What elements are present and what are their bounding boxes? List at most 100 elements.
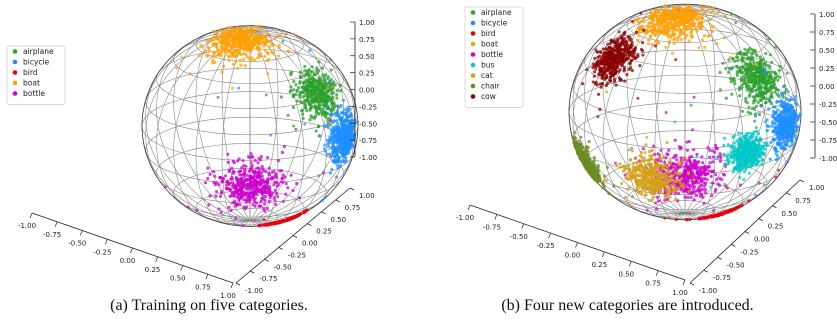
point-airplane xyxy=(295,99,299,103)
point-bottle xyxy=(267,199,271,203)
point-bird xyxy=(305,208,309,212)
point-airplane xyxy=(314,107,318,111)
point-airplane xyxy=(773,71,777,75)
point-bicycle xyxy=(786,90,790,94)
point-boat xyxy=(203,49,207,53)
point-bird xyxy=(686,218,690,222)
point-bottle xyxy=(663,198,667,202)
point-bicycle xyxy=(768,100,772,103)
point-bottle xyxy=(243,169,247,173)
point-bottle xyxy=(234,176,238,180)
point-airplane xyxy=(743,47,747,51)
point-airplane xyxy=(329,123,333,127)
point-bottle xyxy=(696,175,701,179)
point-bottle xyxy=(248,195,252,199)
point-bottle xyxy=(689,163,693,167)
point-airplane xyxy=(307,100,311,104)
point-bicycle xyxy=(762,72,766,76)
point-boat xyxy=(633,18,637,22)
point-bottle xyxy=(238,203,242,207)
point-bicycle xyxy=(782,85,786,89)
point-bicycle xyxy=(336,125,341,129)
point-boat xyxy=(667,41,671,45)
point-airplane xyxy=(324,73,328,77)
point-airplane xyxy=(305,71,309,76)
point-cat xyxy=(641,171,645,175)
point-boat xyxy=(255,35,259,39)
point-bus xyxy=(736,131,741,135)
point-bottle xyxy=(213,174,217,178)
point-bottle xyxy=(675,158,679,162)
point-cat xyxy=(644,143,648,147)
longitude-line xyxy=(249,31,355,221)
point-airplane xyxy=(754,88,759,92)
point-bottle xyxy=(218,194,223,199)
point-bottle xyxy=(259,187,264,191)
point-airplane xyxy=(726,70,731,74)
point-boat xyxy=(226,26,230,30)
point-bicycle xyxy=(780,101,784,105)
point-bottle xyxy=(679,159,683,163)
point-boat xyxy=(642,17,646,21)
point-boat xyxy=(663,24,667,29)
point-bottle xyxy=(704,182,708,186)
point-bottle xyxy=(653,152,657,156)
point-boat xyxy=(672,41,677,45)
point-boat xyxy=(249,27,253,31)
point-boat xyxy=(703,45,707,49)
point-airplane xyxy=(308,118,312,122)
point-airplane xyxy=(753,48,757,52)
point-bottle xyxy=(265,181,269,185)
point-boat xyxy=(682,8,686,12)
point-bicycle xyxy=(330,167,334,171)
point-boat xyxy=(214,54,218,58)
point-airplane xyxy=(312,91,316,96)
point-boat xyxy=(642,20,646,24)
point-bus xyxy=(753,151,757,155)
point-airplane xyxy=(292,124,296,128)
point-cat xyxy=(657,172,661,176)
point-boat xyxy=(234,45,239,49)
point-cat xyxy=(646,186,650,190)
point-bottle xyxy=(706,146,710,150)
point-bird xyxy=(777,168,781,172)
point-airplane xyxy=(264,93,268,97)
point-cat xyxy=(664,162,668,166)
point-cat xyxy=(661,155,666,159)
point-bottle xyxy=(677,191,681,195)
point-airplane xyxy=(763,63,767,67)
point-airplane xyxy=(216,95,220,99)
point-boat xyxy=(242,32,246,36)
point-bus xyxy=(752,158,757,162)
z-axis-tick-label: 0.50 xyxy=(359,53,375,61)
point-cat xyxy=(666,178,671,182)
point-bottle xyxy=(225,180,229,184)
point-bottle xyxy=(685,175,690,179)
point-bottle xyxy=(703,184,707,188)
point-bicycle xyxy=(340,152,344,156)
point-bottle xyxy=(251,196,255,200)
point-bottle xyxy=(215,190,219,194)
point-bottle xyxy=(253,200,257,204)
point-airplane xyxy=(735,65,739,69)
point-cat xyxy=(661,173,666,177)
point-cat xyxy=(631,175,635,179)
point-bottle xyxy=(664,111,668,114)
point-airplane xyxy=(753,71,757,75)
point-bicycle xyxy=(791,124,795,128)
point-bottle xyxy=(258,183,262,187)
chart-panel-b: -1.00-0.75-0.50-0.250.000.250.500.751.00… xyxy=(456,3,837,297)
point-bottle xyxy=(242,180,246,184)
point-bicycle xyxy=(339,118,343,122)
point-bus xyxy=(722,143,726,148)
point-bottle xyxy=(252,189,256,193)
point-bottle xyxy=(665,197,670,202)
point-bicycle xyxy=(791,119,796,123)
point-bottle xyxy=(230,177,234,181)
point-bottle xyxy=(241,159,245,163)
point-airplane xyxy=(297,86,301,90)
point-boat xyxy=(231,86,235,90)
point-bicycle xyxy=(792,134,796,138)
point-cat xyxy=(681,182,686,187)
point-bottle xyxy=(273,199,277,202)
